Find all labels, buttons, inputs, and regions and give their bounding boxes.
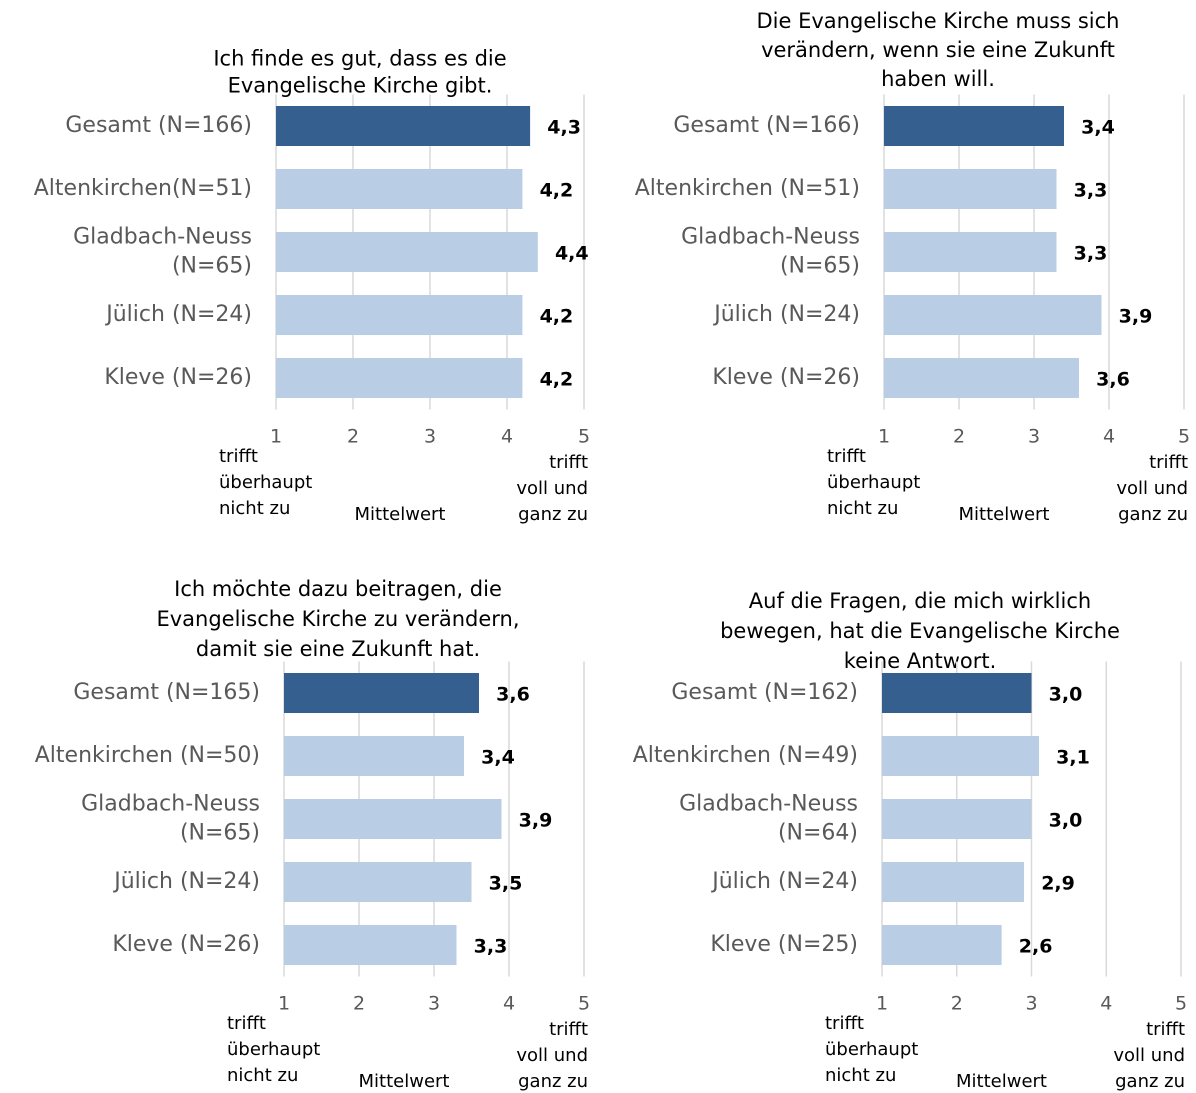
x-axis-label: Mittelwert [959, 504, 1050, 525]
chart-title: Ich finde es gut, dass es die Evangelisch… [213, 47, 506, 98]
value-label: 3,6 [496, 684, 530, 706]
category-label: Jülich (N=24) [710, 869, 858, 894]
value-label: 3,0 [1049, 684, 1083, 706]
bar [884, 358, 1079, 398]
bar [276, 358, 523, 398]
x-tick-label: 1 [876, 993, 888, 1015]
x-tick-label: 3 [1028, 426, 1040, 448]
x-axis-label: Mittelwert [956, 1071, 1047, 1092]
bar [882, 799, 1032, 839]
x-tick-label: 2 [951, 993, 963, 1015]
x-tick-label: 3 [428, 993, 440, 1015]
x-tick-label: 2 [347, 426, 359, 448]
x-tick-label: 3 [424, 426, 436, 448]
bar [884, 232, 1057, 272]
value-label: 3,9 [1119, 306, 1153, 328]
value-label: 3,0 [1049, 810, 1083, 832]
x-axis-label: Mittelwert [355, 504, 446, 525]
bar [284, 925, 457, 965]
bar [276, 232, 538, 272]
category-label: Kleve (N=26) [112, 932, 260, 957]
category-label: Altenkirchen (N=50) [35, 743, 260, 768]
left-annotation: trifft überhaupt nicht zu [219, 446, 312, 519]
chart-title: Auf die Fragen, die mich wirklich bewegen… [720, 589, 1120, 673]
category-label: Kleve (N=26) [712, 365, 860, 390]
bar [882, 673, 1032, 713]
bar [284, 799, 502, 839]
value-label: 3,5 [489, 873, 523, 895]
category-label: Gesamt (N=166) [65, 113, 252, 138]
x-tick-label: 4 [1103, 426, 1115, 448]
x-tick-label: 3 [1025, 993, 1037, 1015]
category-label: Jülich (N=24) [712, 302, 860, 327]
bar [284, 736, 464, 776]
x-tick-label: 1 [270, 426, 282, 448]
chart-title: Die Evangelische Kirche muss sich verände… [757, 9, 1120, 91]
value-label: 3,3 [1074, 243, 1108, 265]
bar [884, 106, 1064, 146]
bar [284, 862, 472, 902]
value-label: 3,3 [1074, 180, 1108, 202]
x-tick-label: 5 [1178, 426, 1190, 448]
bar [882, 736, 1039, 776]
x-tick-label: 4 [501, 426, 513, 448]
category-label: Altenkirchen (N=51) [635, 176, 860, 201]
value-label: 3,6 [1096, 369, 1130, 391]
x-axis-label: Mittelwert [359, 1071, 450, 1092]
bar [276, 106, 531, 146]
bar [882, 925, 1002, 965]
bar [276, 169, 523, 209]
value-label: 3,4 [481, 747, 515, 769]
x-tick-label: 1 [878, 426, 890, 448]
x-tick-label: 4 [1100, 993, 1112, 1015]
category-label: Altenkirchen (N=49) [633, 743, 858, 768]
left-annotation: trifft überhaupt nicht zu [825, 1013, 918, 1086]
bar [884, 295, 1102, 335]
bar [884, 169, 1057, 209]
category-label: Gladbach-Neuss (N=65) [681, 225, 860, 279]
category-label: Gesamt (N=165) [73, 680, 260, 705]
category-label: Altenkirchen(N=51) [34, 176, 252, 201]
value-label: 3,3 [474, 936, 508, 958]
value-label: 3,4 [1081, 117, 1115, 139]
value-label: 3,9 [519, 810, 553, 832]
value-label: 4,2 [540, 180, 574, 202]
left-annotation: trifft überhaupt nicht zu [227, 1013, 320, 1086]
value-label: 4,2 [540, 306, 574, 328]
right-annotation: trifft voll und ganz zu [1113, 1019, 1185, 1092]
category-label: Jülich (N=24) [104, 302, 252, 327]
x-tick-label: 4 [503, 993, 515, 1015]
left-annotation: trifft überhaupt nicht zu [827, 446, 920, 519]
bar [284, 673, 479, 713]
chart-title: Ich möchte dazu beitragen, die Evangelisc… [156, 577, 519, 661]
category-label: Gesamt (N=162) [671, 680, 858, 705]
x-tick-label: 2 [953, 426, 965, 448]
bar [882, 862, 1025, 902]
category-label: Gladbach-Neuss (N=65) [81, 792, 260, 846]
category-label: Jülich (N=24) [112, 869, 260, 894]
right-annotation: trifft voll und ganz zu [516, 1019, 588, 1092]
x-tick-label: 5 [578, 426, 590, 448]
category-label: Gladbach-Neuss (N=65) [73, 225, 252, 279]
value-label: 4,2 [540, 369, 574, 391]
right-annotation: trifft voll und ganz zu [1116, 452, 1188, 525]
value-label: 2,6 [1019, 936, 1053, 958]
bar [276, 295, 523, 335]
right-annotation: trifft voll und ganz zu [516, 452, 588, 525]
value-label: 4,3 [547, 117, 581, 139]
x-tick-label: 2 [353, 993, 365, 1015]
category-label: Kleve (N=26) [104, 365, 252, 390]
category-label: Gladbach-Neuss (N=64) [679, 792, 858, 846]
x-tick-label: 5 [578, 993, 590, 1015]
category-label: Kleve (N=25) [710, 932, 858, 957]
x-tick-label: 1 [278, 993, 290, 1015]
value-label: 4,4 [555, 243, 589, 265]
x-tick-label: 5 [1175, 993, 1187, 1015]
category-label: Gesamt (N=166) [673, 113, 860, 138]
value-label: 2,9 [1041, 873, 1075, 895]
value-label: 3,1 [1056, 747, 1090, 769]
